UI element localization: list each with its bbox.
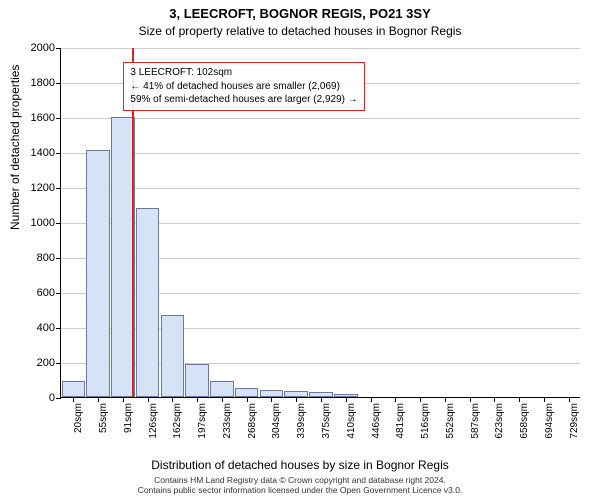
y-tick — [56, 398, 61, 399]
y-tick-label: 1400 — [31, 147, 55, 159]
x-tick-label: 516sqm — [420, 403, 431, 439]
x-tick-label: 55sqm — [98, 403, 109, 433]
y-tick-label: 200 — [37, 357, 55, 369]
x-tick-label: 658sqm — [519, 403, 530, 439]
x-tick — [519, 397, 520, 402]
footer-line-2: Contains public sector information licen… — [0, 485, 600, 496]
x-tick-label: 410sqm — [346, 403, 357, 439]
annotation-line: ← 41% of detached houses are smaller (2,… — [130, 80, 357, 94]
y-tick — [56, 223, 61, 224]
bar — [260, 390, 284, 397]
x-tick — [296, 397, 297, 402]
y-tick — [56, 258, 61, 259]
x-tick-label: 126sqm — [148, 403, 159, 439]
bar — [161, 315, 185, 397]
x-tick — [371, 397, 372, 402]
x-tick — [569, 397, 570, 402]
x-tick-label: 729sqm — [569, 403, 580, 439]
x-tick — [420, 397, 421, 402]
plot-area: 020040060080010001200140016001800200020s… — [60, 48, 580, 398]
y-tick-label: 1000 — [31, 217, 55, 229]
x-tick — [123, 397, 124, 402]
y-tick — [56, 83, 61, 84]
x-tick-label: 304sqm — [271, 403, 282, 439]
x-tick — [222, 397, 223, 402]
x-tick — [470, 397, 471, 402]
x-tick — [98, 397, 99, 402]
x-tick — [247, 397, 248, 402]
chart-container: { "title": "3, LEECROFT, BOGNOR REGIS, P… — [0, 0, 600, 500]
x-tick-label: 481sqm — [395, 403, 406, 439]
x-tick-label: 694sqm — [544, 403, 555, 439]
bar — [136, 208, 160, 397]
x-tick-label: 339sqm — [296, 403, 307, 439]
chart-subtitle: Size of property relative to detached ho… — [0, 24, 600, 38]
y-tick — [56, 188, 61, 189]
gridline — [61, 188, 580, 189]
bar — [185, 364, 209, 397]
y-tick — [56, 153, 61, 154]
x-tick — [445, 397, 446, 402]
y-tick — [56, 363, 61, 364]
y-tick — [56, 118, 61, 119]
x-axis-label: Distribution of detached houses by size … — [0, 458, 600, 472]
x-tick-label: 197sqm — [197, 403, 208, 439]
y-tick-label: 600 — [37, 287, 55, 299]
x-tick-label: 446sqm — [371, 403, 382, 439]
y-tick-label: 1800 — [31, 77, 55, 89]
y-tick-label: 0 — [49, 392, 55, 404]
x-tick — [271, 397, 272, 402]
x-tick-label: 552sqm — [445, 403, 456, 439]
x-tick-label: 587sqm — [470, 403, 481, 439]
y-tick — [56, 328, 61, 329]
bar — [210, 381, 234, 397]
x-tick-label: 623sqm — [494, 403, 505, 439]
gridline — [61, 118, 580, 119]
annotation-box: 3 LEECROFT: 102sqm← 41% of detached hous… — [123, 62, 364, 111]
footer-attribution: Contains HM Land Registry data © Crown c… — [0, 475, 600, 496]
gridline — [61, 153, 580, 154]
y-tick-label: 2000 — [31, 42, 55, 54]
gridline — [61, 48, 580, 49]
x-tick-label: 375sqm — [321, 403, 332, 439]
y-tick — [56, 48, 61, 49]
y-tick — [56, 293, 61, 294]
x-tick — [73, 397, 74, 402]
x-tick-label: 233sqm — [222, 403, 233, 439]
x-tick-label: 20sqm — [73, 403, 84, 433]
x-tick-label: 162sqm — [172, 403, 183, 439]
x-tick-label: 91sqm — [123, 403, 134, 433]
y-tick-label: 400 — [37, 322, 55, 334]
x-tick — [494, 397, 495, 402]
y-tick-label: 1600 — [31, 112, 55, 124]
bar — [235, 388, 259, 397]
x-tick — [346, 397, 347, 402]
bar — [86, 150, 110, 397]
y-tick-label: 1200 — [31, 182, 55, 194]
annotation-line: 3 LEECROFT: 102sqm — [130, 66, 357, 80]
x-tick — [544, 397, 545, 402]
x-tick-label: 268sqm — [247, 403, 258, 439]
footer-line-1: Contains HM Land Registry data © Crown c… — [0, 475, 600, 486]
y-axis-label: Number of detached properties — [8, 65, 22, 230]
x-tick — [321, 397, 322, 402]
y-tick-label: 800 — [37, 252, 55, 264]
annotation-line: 59% of semi-detached houses are larger (… — [130, 93, 357, 107]
bar — [62, 381, 86, 397]
x-tick — [172, 397, 173, 402]
x-tick — [197, 397, 198, 402]
chart-title: 3, LEECROFT, BOGNOR REGIS, PO21 3SY — [0, 6, 600, 21]
x-tick — [395, 397, 396, 402]
x-tick — [148, 397, 149, 402]
